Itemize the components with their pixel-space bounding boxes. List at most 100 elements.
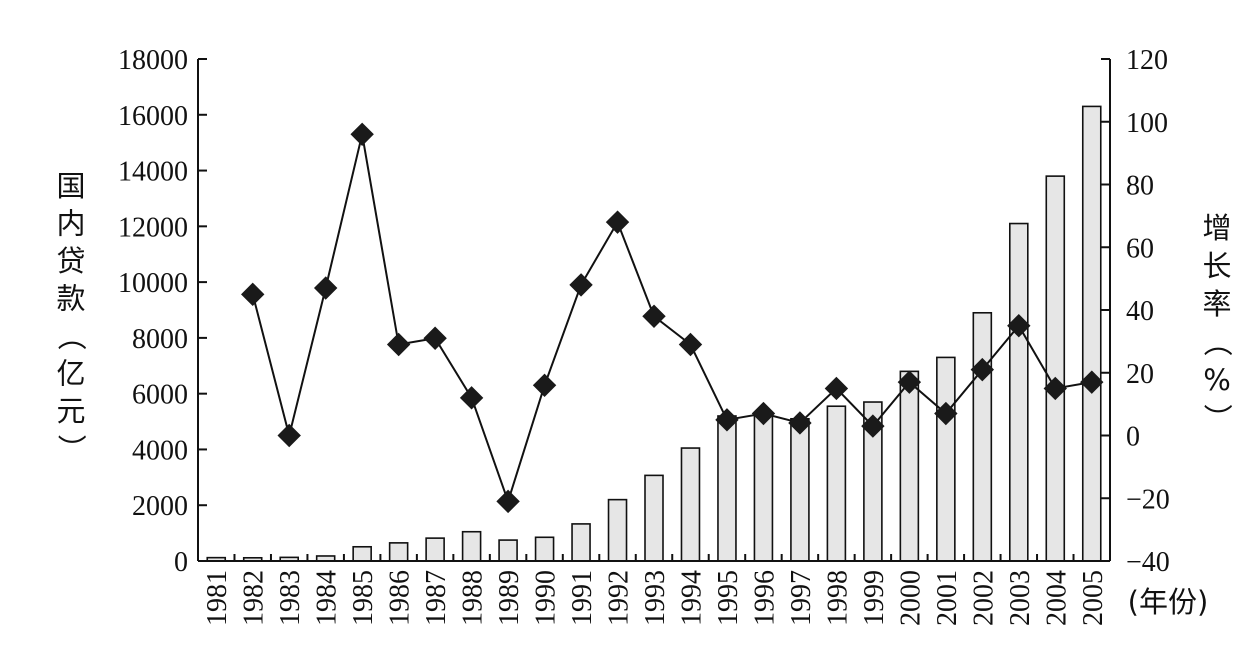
growth-marker-1982	[241, 282, 265, 307]
x-tick-label: 1988	[458, 570, 489, 626]
left-tick-label: 10000	[118, 268, 188, 299]
axis-title-char: （	[54, 321, 88, 350]
x-tick-label: 2003	[1005, 570, 1036, 626]
axis-title-char: %	[1203, 363, 1231, 397]
bar-1993	[644, 474, 664, 562]
x-tick-label: 1986	[385, 570, 416, 626]
bar-1996	[753, 412, 774, 562]
axis-title-char: 长	[1202, 249, 1231, 283]
axis-title-char: 增	[1202, 211, 1231, 245]
growth-marker-1995	[715, 408, 739, 432]
x-tick-label: 1990	[531, 570, 562, 626]
x-tick-label: 1981	[202, 570, 233, 626]
growth-marker-1988	[459, 386, 484, 410]
bar-1987	[425, 537, 445, 562]
left-tick-label: 8000	[132, 324, 188, 355]
right-tick-label: 100	[1126, 108, 1168, 139]
left-tick-label: 14000	[118, 157, 188, 188]
x-tick-label: 1989	[494, 570, 525, 626]
x-tick-label: 1987	[421, 570, 452, 626]
growth-marker-1985	[350, 122, 374, 147]
growth-marker-1986	[386, 332, 411, 357]
bar-1995	[717, 415, 737, 562]
left-tick-label: 6000	[132, 380, 188, 411]
axis-title-char: 国	[56, 169, 85, 203]
x-axis-title: (年份)	[1128, 585, 1209, 619]
axis-title-char: 内	[56, 207, 85, 241]
bar-1985	[352, 545, 372, 562]
x-tick-label: 2005	[1078, 570, 1109, 626]
growth-rate-line	[251, 134, 1092, 505]
right-tick-label: 60	[1126, 233, 1154, 264]
x-tick-label: 1993	[640, 570, 671, 626]
axis-title-char: ）	[1200, 403, 1234, 432]
growth-marker-2002	[970, 357, 995, 382]
right-axis-title: 增长率 （% ）	[1200, 211, 1234, 433]
bar-1986	[388, 542, 409, 562]
right-tick-label: 20	[1126, 359, 1154, 390]
growth-marker-1998	[824, 376, 849, 401]
x-tick-label: 1998	[822, 570, 853, 626]
right-tick-label: 120	[1126, 45, 1168, 76]
bar-2001	[936, 356, 956, 562]
bar-1994	[680, 447, 701, 562]
axis-title-char: 贷	[56, 244, 85, 278]
bar-1990	[534, 536, 555, 562]
growth-marker-1996	[751, 401, 776, 426]
bar-2005	[1081, 105, 1102, 562]
right-tick-label: 80	[1126, 171, 1154, 202]
x-tick-label: 1991	[567, 570, 598, 626]
x-tick-label: 1985	[348, 570, 379, 626]
growth-marker-1994	[678, 332, 703, 357]
right-tick-label: −40	[1126, 547, 1170, 578]
x-tick-label: 2000	[895, 570, 926, 626]
left-tick-label: 0	[174, 547, 188, 578]
x-tick-label: 1982	[239, 570, 270, 626]
bar-1991	[571, 523, 591, 562]
x-tick-label: 1994	[676, 570, 707, 626]
x-tick-label: 1997	[786, 570, 817, 626]
growth-marker-1989	[496, 489, 520, 514]
bars-group	[206, 105, 1102, 562]
bar-2002	[972, 311, 993, 562]
bar-2004	[1045, 175, 1066, 562]
x-tick-label: 1999	[859, 570, 890, 626]
growth-marker-2000	[897, 370, 922, 394]
bar-1997	[790, 417, 810, 562]
growth-marker-1993	[642, 304, 666, 328]
bar-1998	[826, 405, 847, 562]
right-tick-label: 40	[1126, 296, 1154, 327]
growth-marker-1984	[313, 276, 338, 300]
axis-title-char: 元	[56, 394, 85, 428]
axis-title-char: 款	[56, 282, 85, 316]
x-tick-label: 1995	[713, 570, 744, 626]
right-tick-label: 0	[1126, 422, 1140, 453]
axes-group	[197, 58, 1111, 562]
left-tick-label: 2000	[132, 491, 188, 522]
growth-marker-1999	[861, 414, 885, 438]
growth-marker-2004	[1043, 376, 1067, 401]
bar-2000	[899, 370, 920, 562]
left-tick-label: 16000	[118, 101, 188, 132]
x-tick-label: 1992	[604, 570, 635, 626]
growth-marker-2001	[934, 401, 958, 426]
axis-title-char: 率	[1202, 287, 1231, 321]
axis-title-char: 亿	[56, 357, 85, 391]
growth-marker-1991	[569, 273, 593, 297]
bar-1988	[461, 530, 482, 562]
left-tick-label: 12000	[118, 212, 188, 243]
axis-title-char: （	[1200, 327, 1234, 356]
x-tick-label: 2004	[1041, 570, 1072, 626]
bar-1989	[498, 539, 518, 562]
growth-marker-1997	[788, 411, 812, 435]
growth-marker-1983	[277, 423, 301, 448]
x-tick-label: 2001	[932, 570, 963, 626]
growth-marker-2003	[1007, 313, 1031, 338]
bar-1992	[607, 498, 628, 562]
axis-title-char: ）	[54, 434, 88, 463]
x-tick-label: 2002	[968, 570, 999, 626]
growth-line-group	[241, 122, 1104, 514]
growth-marker-2005	[1080, 370, 1104, 394]
